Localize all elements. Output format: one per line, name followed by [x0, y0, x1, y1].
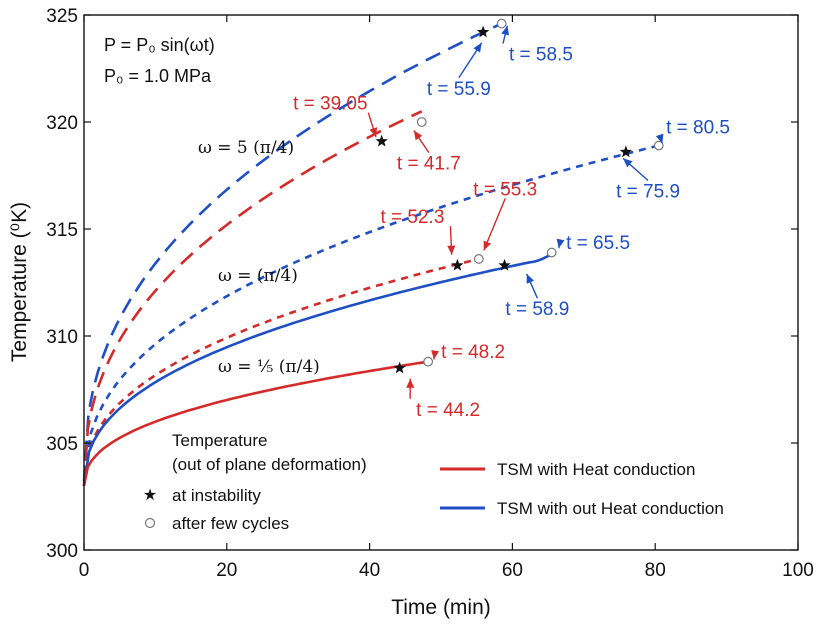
legend-entry-without-heat-conduction: TSM with out Heat conduction — [497, 499, 724, 518]
annotation-arrow-head — [483, 240, 491, 251]
annotation-arrow-head — [556, 238, 565, 249]
annotations-layer: t = 58.5 t = 55.9 t = 39.05 t = 41.7 t = 80.… — [293, 25, 730, 421]
annotation-arrow-head — [526, 273, 534, 284]
y-tick-label: 325 — [46, 6, 78, 27]
after-cycles-circle-marker — [416, 117, 427, 127]
series-line-2 — [82, 110, 423, 486]
instability-star-marker — [451, 258, 464, 271]
x-tick-label: 60 — [502, 560, 523, 581]
legend-group-title-1: Temperature — [172, 431, 267, 450]
markers-layer — [375, 18, 664, 374]
legend-entry-after-cycles: after few cycles — [172, 514, 289, 533]
series-line-4 — [82, 257, 480, 486]
instability-star-marker — [476, 25, 490, 38]
annotation-label: t = 58.5 — [509, 45, 573, 66]
series-line-3 — [82, 144, 660, 486]
omega-label-1: ω = 5 (π/4) — [198, 138, 294, 158]
y-tick-label: 310 — [46, 327, 78, 348]
annotation-label: t = 75.9 — [616, 181, 680, 202]
annotation-arrow-head — [655, 133, 664, 144]
annotation-arrow-head — [623, 158, 633, 168]
annotation-arrow-head — [501, 25, 510, 36]
x-axis-label: Time (min) — [391, 596, 491, 619]
annotation-label: t = 65.5 — [566, 233, 630, 254]
x-tick-label: 40 — [359, 560, 380, 581]
y-tick-label: 305 — [46, 434, 78, 455]
annotation-label: t = 41.7 — [397, 154, 461, 175]
omega-label-2: ω = (π/4) — [218, 266, 298, 286]
annotation-label: t = 58.9 — [505, 299, 569, 320]
after-cycles-circle-marker — [546, 247, 557, 258]
after-cycles-circle-marker — [473, 254, 484, 264]
instability-star-marker — [498, 258, 511, 271]
instability-star-marker — [619, 145, 633, 158]
annotation-arrow-head — [369, 127, 378, 137]
y-tick-label: 320 — [46, 113, 78, 134]
x-tick-label: 0 — [79, 560, 90, 581]
annotation-label: t = 55.3 — [473, 179, 537, 200]
after-cycles-circle-marker — [496, 18, 507, 29]
annotation-arrow-shaft — [483, 198, 506, 251]
annotation-label: t = 55.9 — [427, 79, 491, 100]
after-cycles-circle-marker — [423, 356, 434, 367]
x-tick-label: 20 — [216, 560, 237, 581]
y-tick-label: 315 — [46, 220, 78, 241]
plot-frame — [83, 14, 799, 551]
formula-line-2: P₀ = 1.0 MPa — [104, 66, 212, 86]
x-axis-ticks: 0 20 40 60 80 100 — [79, 15, 814, 581]
legend: Temperature (out of plane deformation) ★… — [143, 431, 724, 533]
annotation-arrow-head — [431, 350, 440, 360]
formula-line-1: P = P₀ sin(ωt) — [104, 35, 215, 55]
omega-label-3: ω = ⅕ (π/4) — [218, 357, 320, 377]
y-axis-ticks: 300 305 310 315 320 325 — [46, 6, 798, 562]
legend-circle-icon — [144, 517, 156, 529]
annotation-label: t = 44.2 — [416, 400, 480, 421]
annotation-label: t = 80.5 — [666, 117, 730, 138]
annotation-label: t = 48.2 — [441, 342, 505, 363]
legend-star-icon: ★ — [143, 485, 157, 504]
x-tick-label: 80 — [645, 560, 666, 581]
annotation-arrow-head — [413, 130, 423, 141]
annotation-arrow-head — [447, 245, 456, 255]
x-tick-label: 100 — [782, 560, 814, 581]
annotation-arrow-head — [473, 42, 482, 53]
annotation-arrow-head — [406, 378, 415, 388]
y-tick-label: 300 — [46, 541, 78, 562]
annotation-label: t = 52.3 — [380, 207, 444, 228]
y-axis-label: Temperature (⁰K) — [8, 202, 31, 362]
series-line-6 — [82, 360, 429, 487]
instability-star-marker — [375, 134, 388, 147]
instability-star-marker — [393, 361, 406, 374]
series-line-1 — [82, 22, 503, 482]
after-cycles-circle-marker — [653, 140, 664, 151]
annotation-label: t = 39.05 — [293, 94, 367, 115]
legend-entry-instability: at instability — [172, 486, 261, 505]
legend-group-title-2: (out of plane deformation) — [172, 455, 367, 474]
legend-entry-heat-conduction: TSM with Heat conduction — [497, 460, 695, 479]
